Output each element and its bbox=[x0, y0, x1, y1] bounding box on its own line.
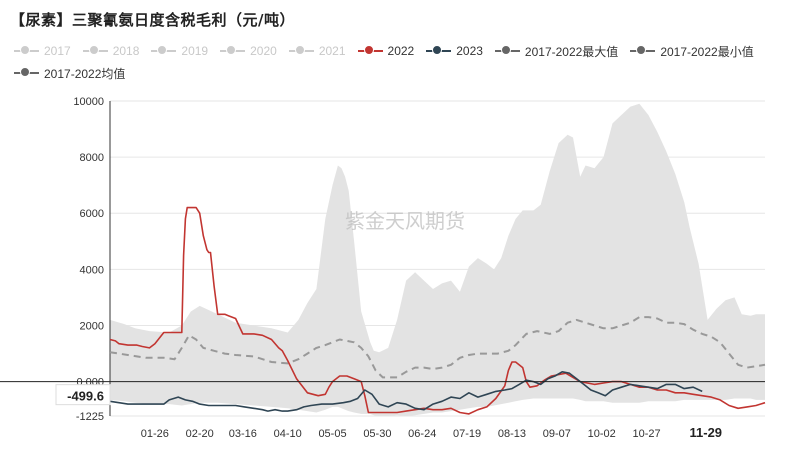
legend-swatch-icon bbox=[494, 44, 520, 58]
x-tick-label: 06-24 bbox=[408, 428, 436, 440]
legend-item-2017-2022均值[interactable]: 2017-2022均值 bbox=[14, 62, 125, 84]
legend-label: 2021 bbox=[318, 44, 346, 58]
legend-label: 2017-2022均值 bbox=[44, 66, 126, 81]
x-tick-label: 03-16 bbox=[229, 428, 257, 440]
legend-label: 2017-2022最大值 bbox=[524, 44, 619, 59]
series-line-2023 bbox=[109, 371, 703, 412]
legend-item-2022[interactable]: 2022 bbox=[357, 40, 415, 62]
legend-item-2021[interactable]: 2021 bbox=[288, 40, 346, 62]
x-tick-label: 10-02 bbox=[588, 428, 616, 440]
legend-swatch-icon bbox=[14, 66, 39, 80]
legend-swatch-icon bbox=[357, 44, 383, 58]
chart-legend: 2017 2018 2019 2020 2021 2022 2023 2017-2022最大值… bbox=[14, 40, 794, 84]
chart-title: 【尿素】三聚氰氨日度含税毛利（元/吨） bbox=[10, 11, 295, 29]
x-tick-label: 04-10 bbox=[274, 428, 302, 440]
legend-label: 2017-2022最小值 bbox=[660, 44, 754, 59]
legend-swatch-icon bbox=[220, 44, 246, 58]
y-tick-label: 10000 bbox=[73, 96, 104, 108]
watermark: 紫金天风期货 bbox=[345, 209, 465, 233]
legend-item-2019[interactable]: 2019 bbox=[151, 40, 208, 62]
range-band-area bbox=[110, 103, 765, 417]
legend-item-2018[interactable]: 2018 bbox=[82, 40, 140, 62]
legend-item-2017-2022最小值[interactable]: 2017-2022最小值 bbox=[630, 40, 754, 62]
series-line-2017-2022均值 bbox=[109, 316, 766, 379]
x-tick-label: 09-07 bbox=[543, 428, 571, 440]
legend-swatch-icon bbox=[288, 44, 314, 58]
x-tick-label: 05-05 bbox=[318, 428, 346, 440]
x-tick-label: 11-29 bbox=[690, 425, 723, 440]
legend-item-2017[interactable]: 2017 bbox=[14, 40, 71, 62]
legend-label: 2023 bbox=[456, 44, 483, 58]
legend-swatch-icon bbox=[82, 44, 108, 58]
legend-label: 2019 bbox=[181, 44, 209, 58]
legend-item-2017-2022最大值[interactable]: 2017-2022最大值 bbox=[494, 40, 619, 62]
x-tick-label: 08-13 bbox=[498, 428, 526, 440]
legend-swatch-icon bbox=[630, 44, 656, 58]
x-tick-label: 10-27 bbox=[632, 428, 660, 440]
legend-item-2023[interactable]: 2023 bbox=[426, 40, 483, 62]
y-pointer-label: -499.6 bbox=[67, 389, 104, 404]
y-tick-label: -1225 bbox=[76, 411, 104, 423]
x-tick-label: 01-26 bbox=[141, 428, 169, 440]
y-tick-label: 2000 bbox=[80, 320, 104, 332]
y-tick-label: 4000 bbox=[80, 264, 104, 276]
x-tick-label: 07-19 bbox=[453, 428, 481, 440]
legend-label: 2018 bbox=[112, 44, 140, 58]
x-tick-label: 05-30 bbox=[363, 428, 391, 440]
y-tick-label: 6000 bbox=[80, 208, 104, 220]
legend-item-2020[interactable]: 2020 bbox=[220, 40, 277, 62]
legend-label: 2017 bbox=[44, 44, 71, 58]
legend-swatch-icon bbox=[14, 44, 39, 58]
x-tick-label: 02-20 bbox=[186, 428, 214, 440]
legend-swatch-icon bbox=[426, 44, 452, 58]
legend-label: 2022 bbox=[387, 44, 415, 58]
legend-label: 2020 bbox=[250, 44, 277, 58]
y-pointer-box bbox=[55, 384, 111, 406]
y-tick-label: 8000 bbox=[80, 152, 104, 164]
legend-swatch-icon bbox=[151, 44, 177, 58]
